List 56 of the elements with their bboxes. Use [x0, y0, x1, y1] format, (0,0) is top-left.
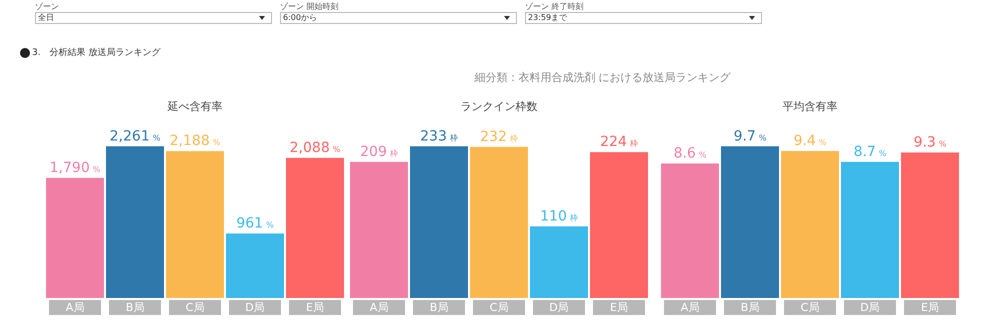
data-label: 1,790 %: [50, 160, 101, 176]
data-label: 2,188 %: [170, 133, 221, 150]
data-label: 110 枠: [540, 208, 578, 224]
bar: [46, 178, 104, 298]
text: 3. 分析結果 放送局ランキング: [32, 46, 160, 59]
text: 全日: [35, 12, 272, 24]
data-label: 224 枠: [600, 134, 638, 150]
data-label: 8.7 %: [854, 144, 887, 160]
text: 6:00から: [280, 12, 517, 24]
data-label: 232 枠: [480, 128, 518, 145]
bar: [841, 162, 899, 298]
x-tick-label: D局: [860, 301, 880, 314]
data-label: 961 %: [236, 216, 274, 232]
text: 23:59まで: [525, 12, 762, 24]
text: ゾーン 終了時刻: [525, 2, 585, 12]
x-tick-label: C局: [800, 301, 820, 314]
data-label: 9.3 %: [914, 134, 947, 151]
data-label: 209 枠: [360, 144, 398, 160]
data-label: 233 枠: [420, 128, 458, 144]
x-tick-label: D局: [245, 301, 265, 314]
data-label: 2,088 %: [290, 140, 341, 156]
x-tick-label: B局: [126, 301, 144, 314]
data-label: 9.7 %: [734, 128, 767, 144]
text: 細分類：衣料用合成洗剤 における放送局ランキング: [473, 70, 732, 85]
x-tick-label: A局: [66, 301, 84, 314]
bar: [590, 152, 648, 298]
x-tick-label: A局: [680, 301, 700, 314]
bar: [721, 146, 779, 298]
x-tick-label: E局: [921, 301, 939, 314]
bar: [286, 158, 344, 298]
bar: [166, 151, 224, 298]
x-tick-label: C局: [490, 301, 508, 314]
x-tick-label: C局: [186, 301, 204, 314]
text: ゾーン: [35, 2, 60, 12]
bar: [226, 234, 284, 298]
x-tick-label: B局: [430, 301, 448, 314]
data-label: 8.6 %: [674, 145, 707, 162]
x-tick-label: B局: [740, 301, 760, 314]
bar: [106, 146, 164, 298]
text: ゾーン 開始時刻: [280, 2, 340, 12]
bar: [410, 146, 468, 298]
chart-title: 平均含有率: [782, 99, 838, 115]
bar: [661, 163, 719, 298]
x-tick-label: D局: [549, 301, 569, 314]
chart-title: ランクイン枠数: [460, 99, 538, 115]
x-tick-label: E局: [306, 301, 324, 314]
bar: [350, 162, 408, 298]
chart-title: 延べ含有率: [166, 99, 224, 115]
x-tick-label: A局: [370, 301, 388, 314]
bar: [530, 226, 588, 298]
data-label: 9.4 %: [794, 132, 827, 149]
bar: [781, 150, 839, 298]
bar: [901, 152, 959, 298]
x-tick-label: E局: [610, 301, 628, 314]
data-label: 2,261 %: [110, 128, 161, 144]
bar: [470, 146, 528, 298]
